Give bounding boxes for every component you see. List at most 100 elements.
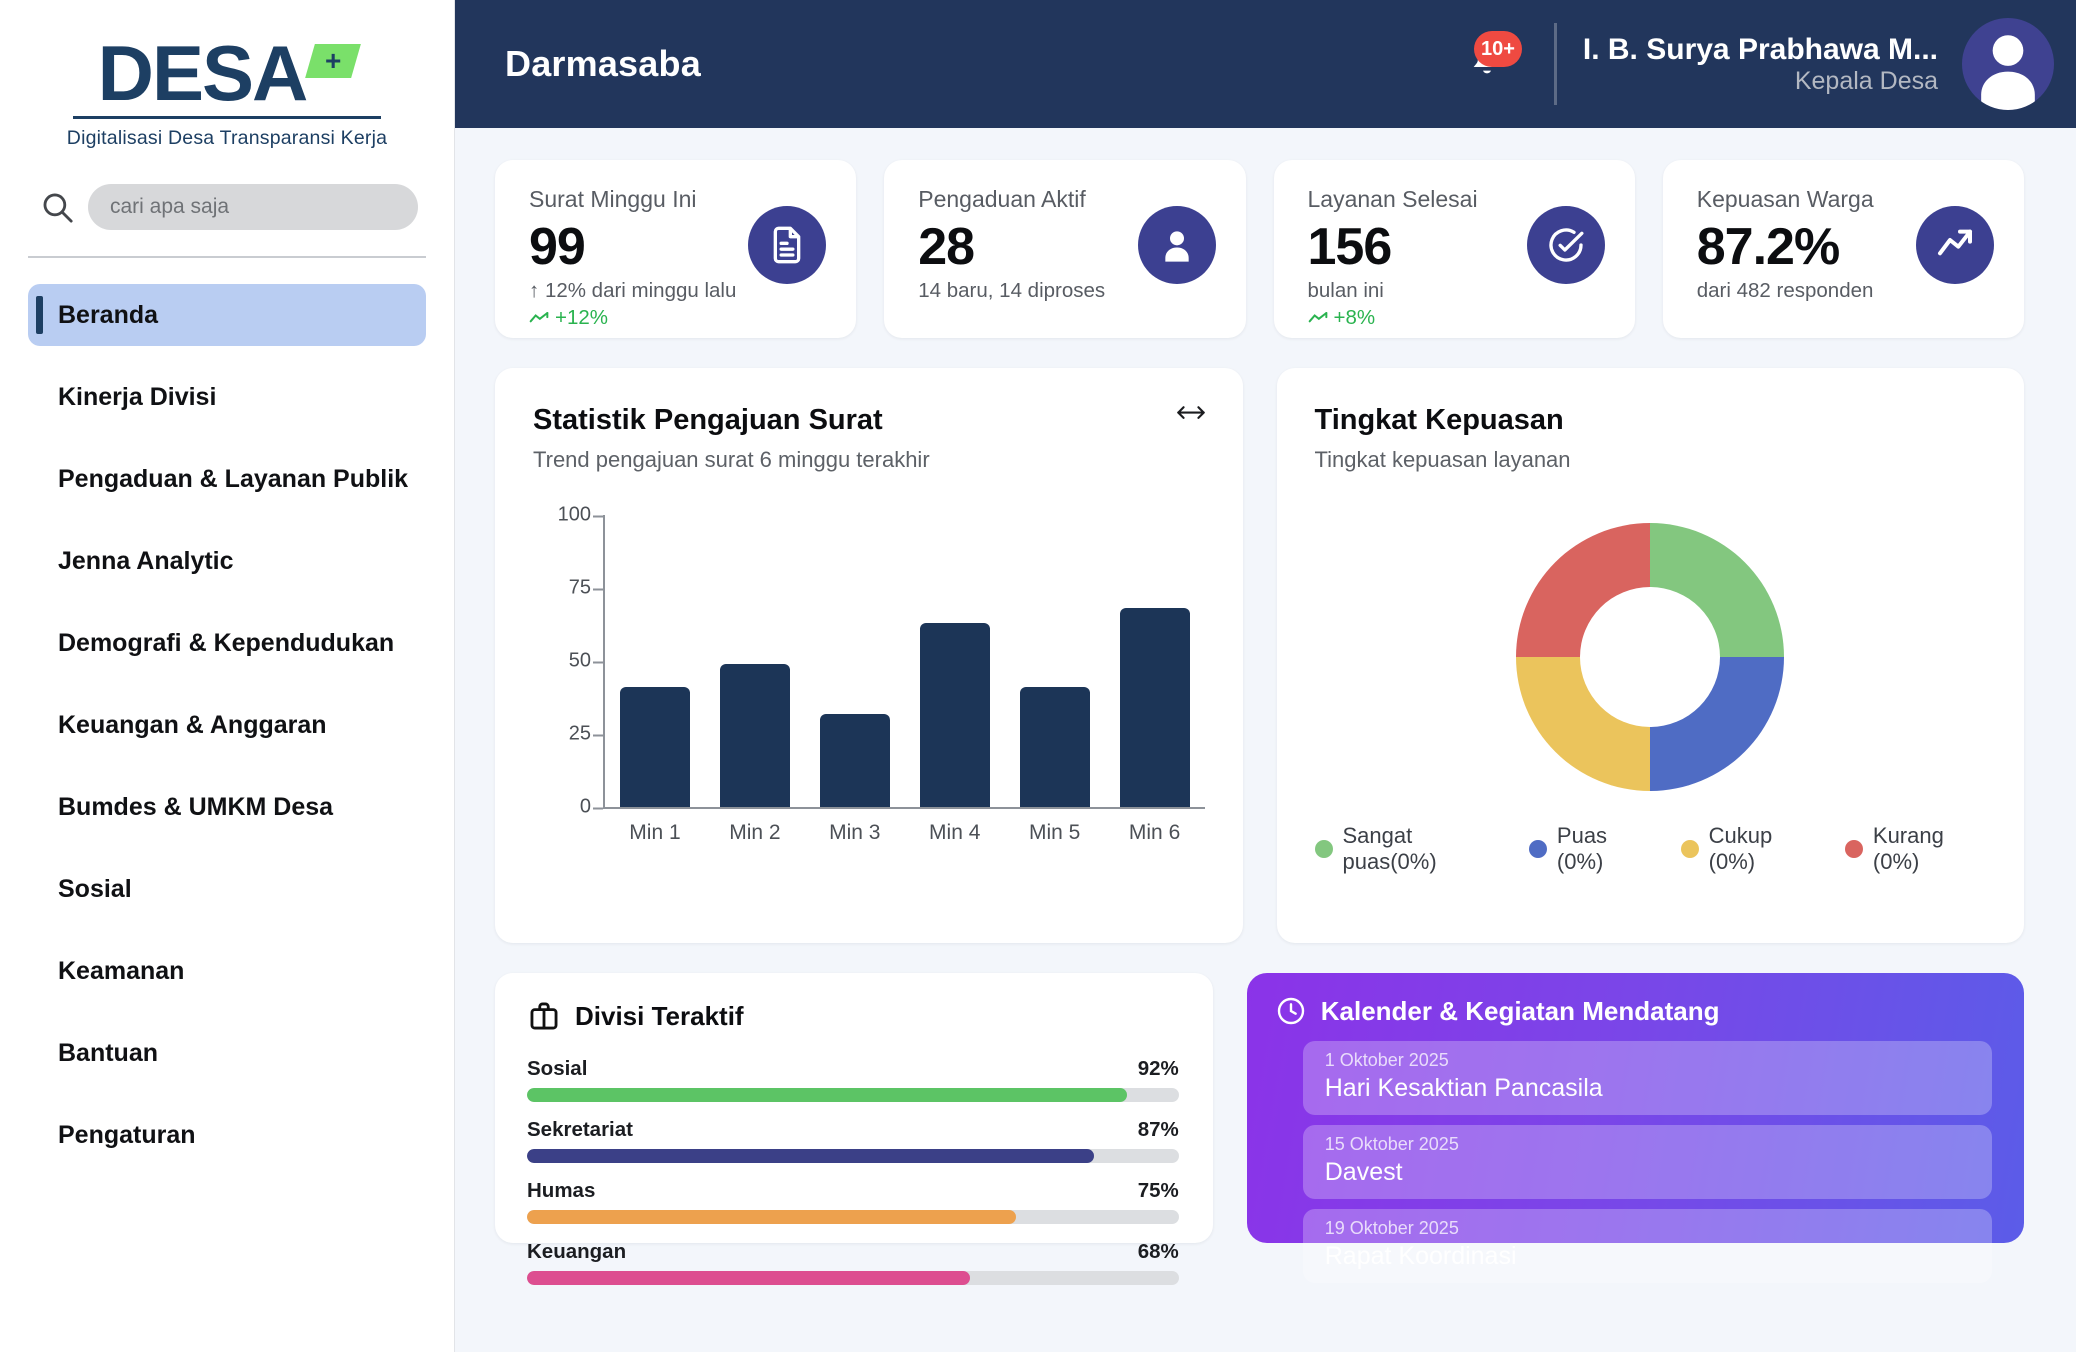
stat-label: Layanan Selesai: [1307, 186, 1478, 212]
user-info[interactable]: I. B. Surya Prabhawa M... Kepala Desa: [1583, 32, 1938, 97]
progress-fill: [527, 1210, 1016, 1224]
sidebar-item-sosial[interactable]: Sosial: [28, 858, 426, 920]
stat-delta: +8%: [1308, 306, 1607, 330]
legend-item-sangat-puas[interactable]: Sangat puas(0%): [1314, 823, 1499, 875]
stat-value: 28: [918, 218, 975, 276]
bar-column[interactable]: [605, 515, 705, 807]
sidebar-item-label: Bantuan: [58, 1038, 158, 1067]
event-date: 15 Oktober 2025: [1324, 1133, 1459, 1154]
stat-card-kepuasan-warga[interactable]: Kepuasan Warga 87.2% dari 482 responden: [1662, 160, 2024, 338]
content: Surat Minggu Ini 99 ↑ 12% dari minggu la…: [455, 128, 2076, 1352]
x-label: Min 6: [1128, 821, 1181, 844]
divisi-name: Keuangan: [527, 1240, 627, 1263]
bar-min-2[interactable]: [719, 663, 790, 807]
bar-min-4[interactable]: [919, 623, 990, 807]
bar-column[interactable]: [805, 515, 905, 807]
event-item[interactable]: 1 Oktober 2025 Hari Kesaktian Pancasila: [1302, 1041, 1992, 1115]
x-label: Min 5: [1028, 821, 1081, 844]
trending-up-icon: [1916, 206, 1994, 284]
sidebar-item-label: Pengaturan: [58, 1120, 196, 1149]
legend-dot: [1680, 840, 1699, 858]
topbar-right: 10+ I. B. Surya Prabhawa M... Kepala Des…: [1456, 18, 2054, 110]
x-label: Min 4: [929, 821, 981, 844]
y-tick-50: 50: [568, 649, 604, 672]
progress-track: [527, 1271, 1179, 1285]
sidebar-item-demografi-kependudukan[interactable]: Demografi & Kependudukan: [28, 612, 426, 674]
event-item[interactable]: 19 Oktober 2025 Rapat Koordinasi: [1302, 1208, 1992, 1283]
sidebar-item-label: Demografi & Kependudukan: [58, 628, 395, 657]
sidebar-divider: [28, 256, 426, 259]
legend-label: Sangat puas(0%): [1342, 823, 1437, 874]
sidebar-item-kinerja-divisi[interactable]: Kinerja Divisi: [28, 366, 426, 428]
x-label: Min 3: [829, 821, 881, 844]
kalender-header: Kalender & Kegiatan Mendatang: [1275, 995, 1992, 1027]
y-tick-25: 25: [568, 722, 604, 745]
bar-column[interactable]: [705, 515, 805, 807]
sidebar-item-keuangan-anggaran[interactable]: Keuangan & Anggaran: [28, 694, 426, 756]
check-circle-icon: [1526, 206, 1605, 284]
sidebar-item-label: Beranda: [58, 300, 159, 329]
legend-item-puas[interactable]: Puas (0%): [1528, 823, 1651, 875]
bar-min-1[interactable]: [619, 687, 690, 807]
logo-rule: [72, 116, 382, 120]
bar-chart: 100 75 50 25 0: [533, 504, 1205, 845]
legend-label: Cukup (0%): [1708, 823, 1773, 874]
y-axis-line: [603, 515, 605, 807]
bar-min-6[interactable]: [1119, 608, 1190, 807]
progress-track: [527, 1088, 1179, 1102]
logo-plus-glyph: +: [325, 45, 342, 76]
event-name: Hari Kesaktian Pancasila: [1324, 1074, 1603, 1103]
divisi-percent: 87%: [1137, 1118, 1179, 1141]
document-icon: [748, 206, 827, 284]
search-icon: [40, 190, 74, 224]
bar-min-5[interactable]: [1019, 687, 1090, 807]
event-name: Rapat Koordinasi: [1324, 1242, 1517, 1271]
stat-card-surat-minggu-ini[interactable]: Surat Minggu Ini 99 ↑ 12% dari minggu la…: [495, 160, 857, 338]
resize-horizontal-icon[interactable]: [1173, 402, 1209, 428]
charts-row: Statistik Pengajuan Surat Trend pengajua…: [495, 368, 2024, 943]
stat-delta-value: +8%: [1333, 306, 1376, 330]
stat-card-pengaduan-aktif[interactable]: Pengaduan Aktif 28 14 baru, 14 diproses: [884, 160, 1246, 338]
sidebar-item-pengaturan[interactable]: Pengaturan: [28, 1104, 426, 1166]
sidebar-item-jenna-analytic[interactable]: Jenna Analytic: [28, 530, 426, 592]
divisi-name: Sosial: [527, 1057, 588, 1080]
divisi-title: Divisi Teraktif: [575, 1000, 744, 1031]
legend-dot: [1314, 840, 1333, 858]
divisi-percent: 68%: [1137, 1240, 1179, 1263]
divisi-row-keuangan: Keuangan 68%: [527, 1240, 1179, 1285]
donut-ring[interactable]: [1516, 523, 1785, 791]
event-date: 19 Oktober 2025: [1324, 1217, 1459, 1238]
legend-dot: [1844, 840, 1863, 858]
sidebar-item-label: Pengaduan & Layanan Publik: [58, 464, 409, 493]
bar-column[interactable]: [905, 515, 1005, 807]
kalender-panel: Kalender & Kegiatan Mendatang 1 Oktober …: [1246, 973, 2024, 1283]
stat-card-layanan-selesai[interactable]: Layanan Selesai 156 bulan ini +8%: [1273, 160, 1635, 338]
logo-tagline: Digitalisasi Desa Transparansi Kerja: [66, 127, 388, 150]
event-item[interactable]: 15 Oktober 2025 Davest: [1302, 1124, 1992, 1199]
notifications-button[interactable]: 10+: [1456, 31, 1522, 95]
bar-column[interactable]: [1005, 515, 1105, 807]
bar-column[interactable]: [1105, 515, 1205, 807]
bar-min-3[interactable]: [819, 713, 890, 807]
event-date: 1 Oktober 2025: [1324, 1050, 1449, 1070]
avatar[interactable]: [1962, 18, 2054, 110]
legend-item-kurang[interactable]: Kurang (0%): [1844, 823, 1986, 875]
x-axis-labels: Min 1 Min 2 Min 3 Min 4 Min 5 Min 6: [605, 821, 1205, 845]
y-tick-100: 100: [557, 503, 604, 526]
sidebar-item-pengaduan-layanan-publik[interactable]: Pengaduan & Layanan Publik: [28, 448, 426, 510]
stat-label: Surat Minggu Ini: [529, 186, 697, 212]
sidebar-item-beranda[interactable]: Beranda: [28, 284, 426, 347]
stat-subtext: 14 baru, 14 diproses: [918, 279, 1106, 303]
bar-series: [605, 515, 1205, 807]
divisi-row-sekretariat: Sekretariat 87%: [527, 1118, 1179, 1163]
sidebar-item-keamanan[interactable]: Keamanan: [28, 940, 426, 1002]
stat-label: Pengaduan Aktif: [918, 186, 1086, 212]
trend-up-small-icon: [529, 312, 549, 323]
search-input[interactable]: [88, 184, 418, 231]
stat-value: 156: [1307, 218, 1393, 276]
panel-title: Statistik Pengajuan Surat: [533, 404, 883, 436]
sidebar-item-bumdes-umkm-desa[interactable]: Bumdes & UMKM Desa: [28, 776, 426, 838]
sidebar-item-bantuan[interactable]: Bantuan: [28, 1022, 426, 1084]
logo: DESA + Digitalisasi Desa Transparansi Ke…: [0, 6, 454, 162]
legend-item-cukup[interactable]: Cukup (0%): [1680, 823, 1815, 875]
